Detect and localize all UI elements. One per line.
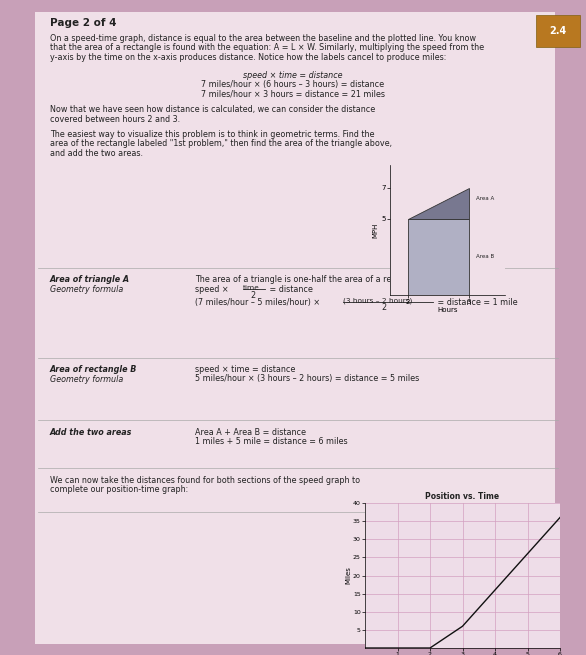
Text: Geometry formula: Geometry formula [50, 284, 123, 293]
Text: speed × time = distance: speed × time = distance [195, 365, 295, 374]
Text: 1 miles + 5 mile = distance = 6 miles: 1 miles + 5 mile = distance = 6 miles [195, 438, 347, 447]
Text: 7 miles/hour × 3 hours = distance = 21 miles: 7 miles/hour × 3 hours = distance = 21 m… [201, 90, 385, 98]
Title: Position vs. Time: Position vs. Time [425, 492, 499, 501]
Text: 7 miles/hour × (6 hours – 3 hours) = distance: 7 miles/hour × (6 hours – 3 hours) = dis… [202, 80, 384, 89]
Text: (3 hours – 2 hours): (3 hours – 2 hours) [343, 297, 413, 303]
Text: area of the rectangle labeled "1st problem," then find the area of the triangle : area of the rectangle labeled "1st probl… [50, 140, 392, 149]
Text: that the area of a rectangle is found with the equation: A = L × W. Similarly, m: that the area of a rectangle is found wi… [50, 43, 484, 52]
Text: speed × time = distance: speed × time = distance [243, 71, 343, 79]
Text: (7 miles/hour – 5 miles/hour) ×: (7 miles/hour – 5 miles/hour) × [195, 298, 323, 307]
Text: The easiest way to visualize this problem is to think in geometric terms. Find t: The easiest way to visualize this proble… [50, 130, 374, 139]
Text: Add the two areas: Add the two areas [50, 428, 132, 437]
Text: Area of triangle A: Area of triangle A [50, 275, 130, 284]
Text: speed ×: speed × [195, 286, 231, 295]
Text: 2: 2 [250, 291, 255, 299]
Text: time: time [243, 284, 260, 291]
X-axis label: Hours: Hours [437, 307, 458, 312]
Text: We can now take the distances found for both sections of the speed graph to: We can now take the distances found for … [50, 476, 360, 485]
Text: 2.4: 2.4 [550, 26, 567, 36]
Text: Area B: Area B [476, 254, 494, 259]
Text: Now that we have seen how distance is calculated, we can consider the distance: Now that we have seen how distance is ca… [50, 105, 375, 114]
Text: y-axis by the time on the x-axis produces distance. Notice how the labels cancel: y-axis by the time on the x-axis produce… [50, 53, 447, 62]
Polygon shape [408, 188, 469, 219]
Bar [408, 219, 469, 295]
Text: = distance = 1 mile: = distance = 1 mile [435, 298, 517, 307]
Text: = distance: = distance [267, 286, 313, 295]
Text: Area A: Area A [476, 196, 494, 201]
Text: 2: 2 [381, 303, 386, 312]
Text: 5 miles/hour × (3 hours – 2 hours) = distance = 5 miles: 5 miles/hour × (3 hours – 2 hours) = dis… [195, 375, 419, 383]
FancyBboxPatch shape [35, 12, 555, 644]
Text: The area of a triangle is one-half the area of a rectangle.: The area of a triangle is one-half the a… [195, 275, 424, 284]
Y-axis label: Miles: Miles [346, 567, 352, 584]
Text: On a speed-time graph, distance is equal to the area between the baseline and th: On a speed-time graph, distance is equal… [50, 34, 476, 43]
Y-axis label: MPH: MPH [373, 222, 379, 238]
Text: covered between hours 2 and 3.: covered between hours 2 and 3. [50, 115, 180, 124]
Text: Geometry formula: Geometry formula [50, 375, 123, 383]
Text: and add the two areas.: and add the two areas. [50, 149, 143, 158]
Text: Page 2 of 4: Page 2 of 4 [50, 18, 117, 28]
Text: Area of rectangle B: Area of rectangle B [50, 365, 137, 374]
Text: Area A + Area B = distance: Area A + Area B = distance [195, 428, 306, 437]
Text: complete our position-time graph:: complete our position-time graph: [50, 485, 188, 495]
FancyBboxPatch shape [536, 15, 580, 47]
